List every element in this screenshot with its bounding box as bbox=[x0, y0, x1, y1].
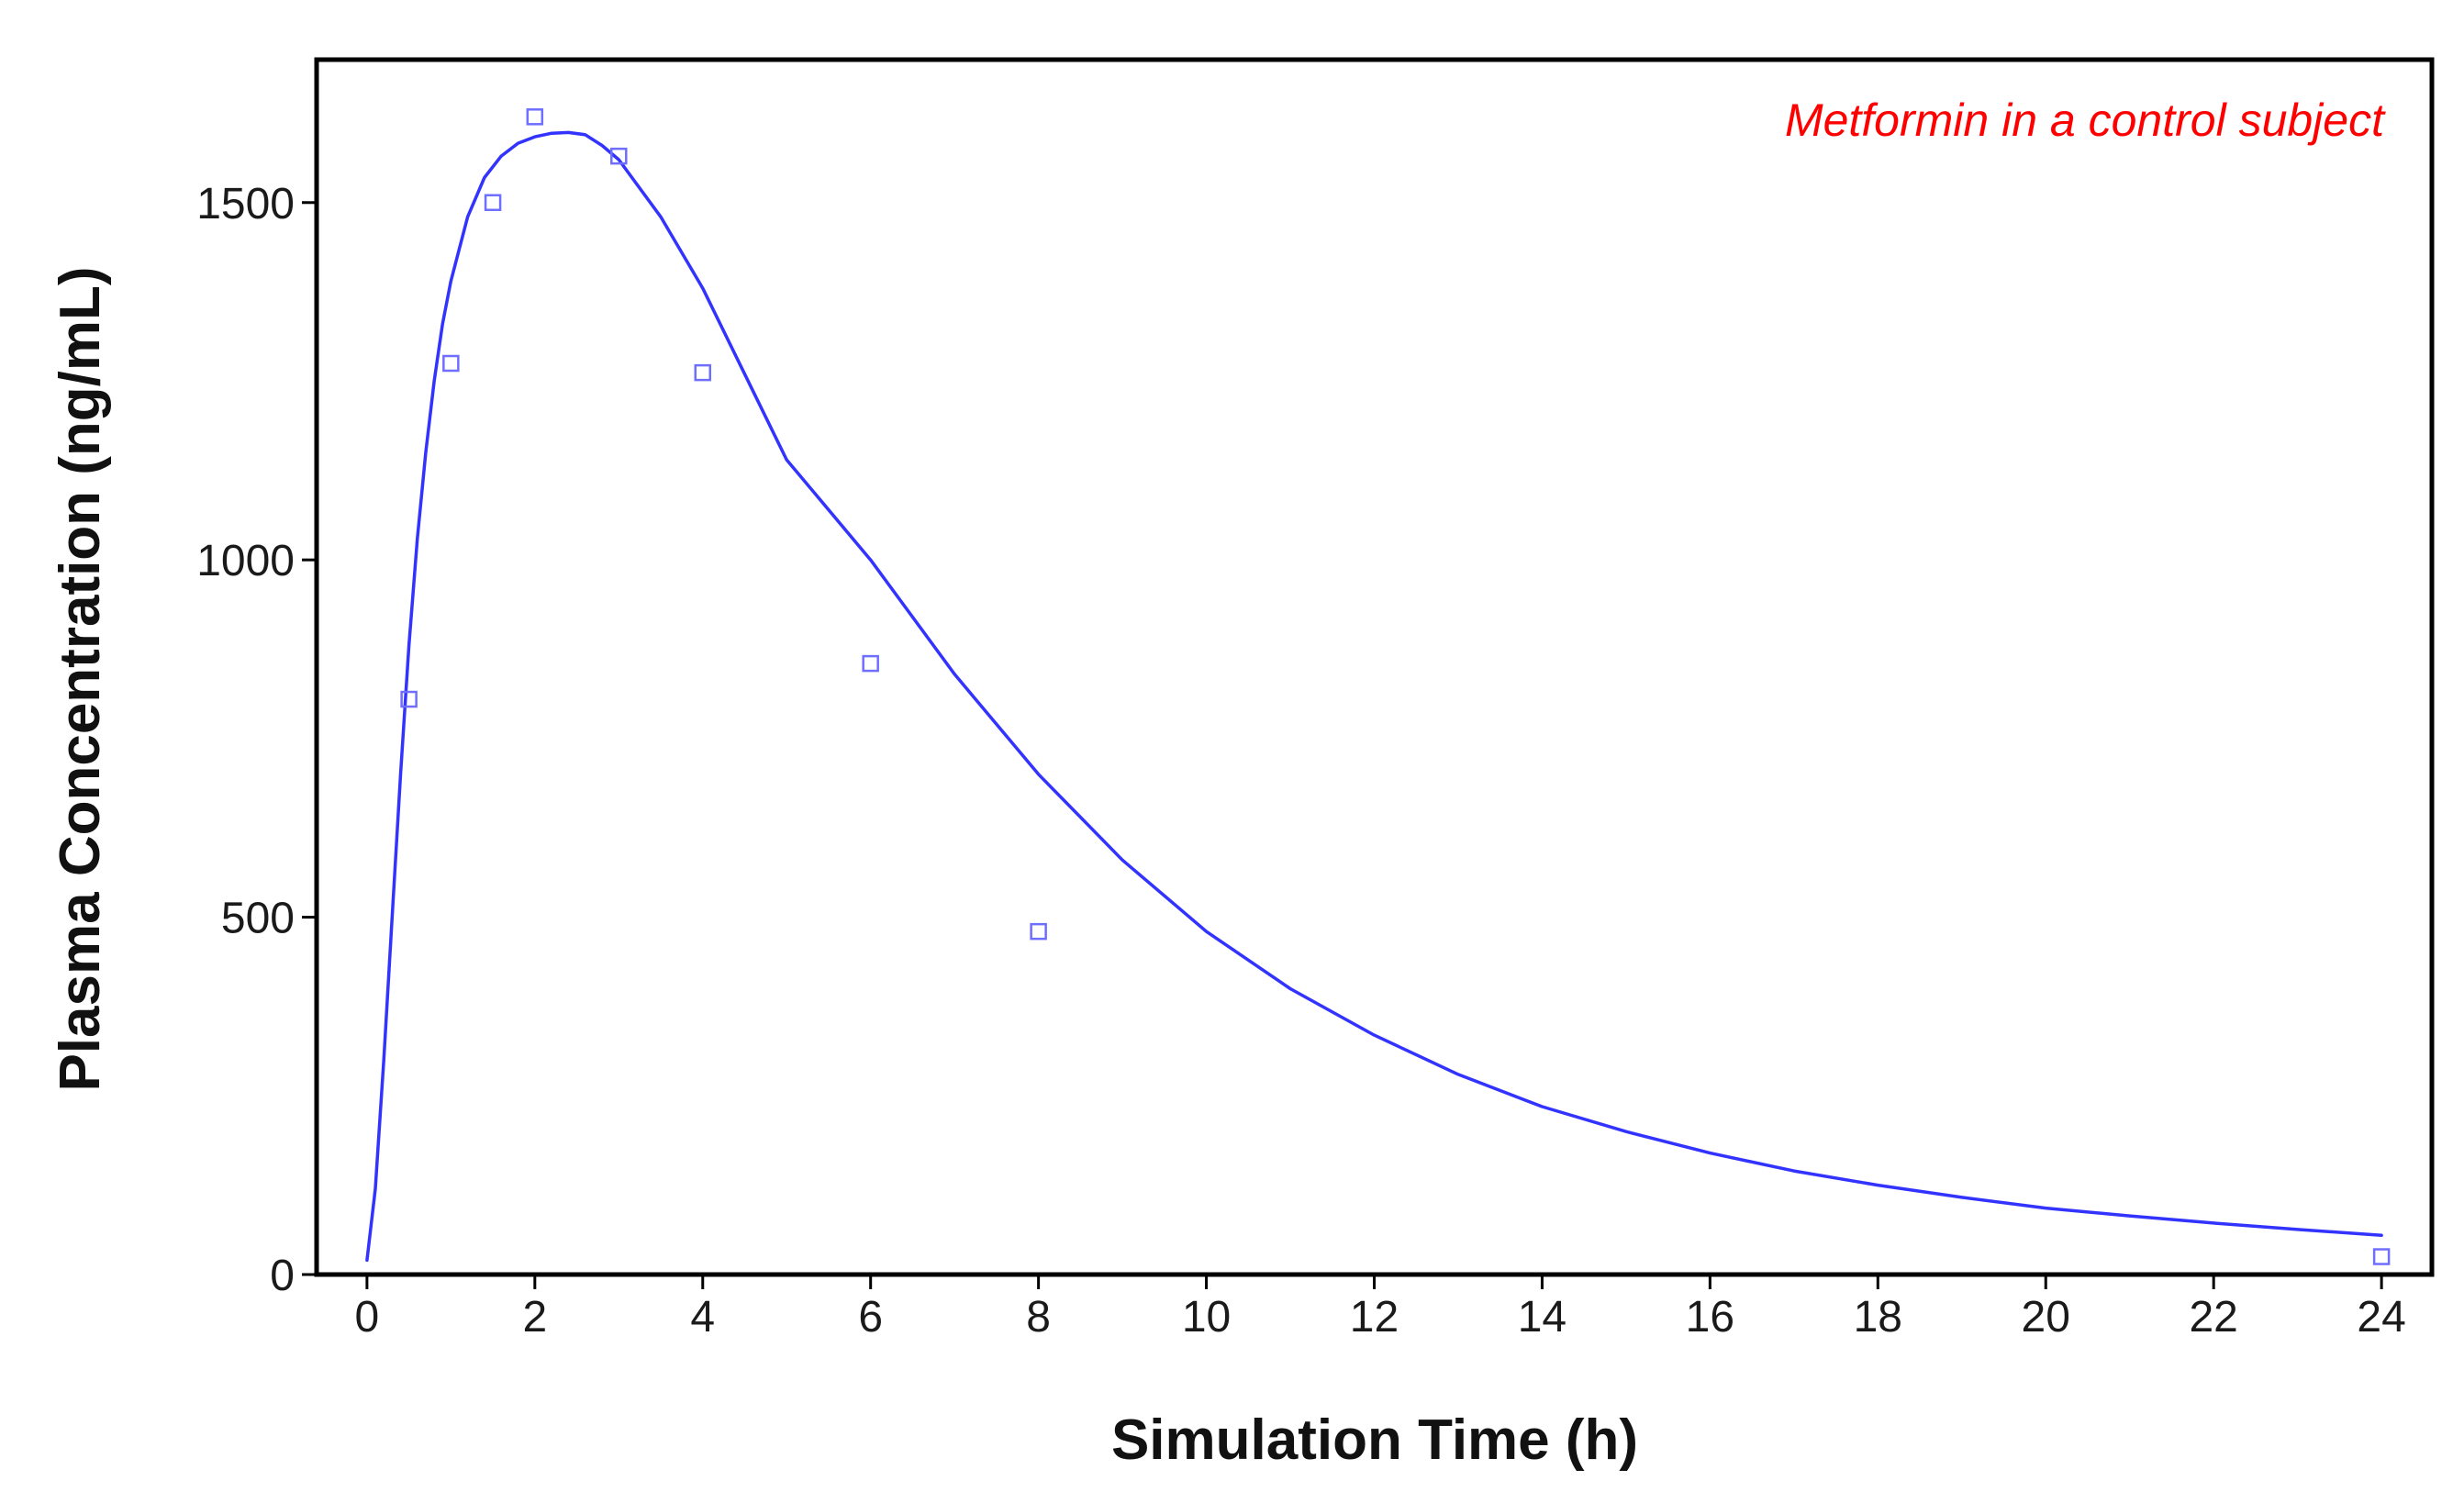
x-tick-label: 4 bbox=[690, 1293, 715, 1342]
axis-ticks bbox=[302, 201, 2383, 1289]
x-tick-label: 24 bbox=[2357, 1293, 2405, 1342]
x-tick-label: 10 bbox=[1182, 1293, 1231, 1342]
observed-point bbox=[862, 654, 879, 673]
x-tick-label: 20 bbox=[2022, 1293, 2070, 1342]
observed-point bbox=[694, 363, 712, 382]
x-axis-title: Simulation Time (h) bbox=[1111, 1408, 1638, 1472]
chart-annotation: Metformin in a control subject bbox=[1785, 95, 2386, 146]
x-tick-label: 12 bbox=[1350, 1293, 1399, 1342]
x-tick-label: 8 bbox=[1026, 1293, 1051, 1342]
x-tick-label: 14 bbox=[1518, 1293, 1566, 1342]
x-tick-label: 2 bbox=[522, 1293, 547, 1342]
observed-point bbox=[2372, 1248, 2391, 1265]
observed-point bbox=[1030, 922, 1047, 941]
y-tick-label: 1500 bbox=[196, 180, 295, 228]
x-tick-label: 6 bbox=[858, 1293, 883, 1342]
series-layer bbox=[365, 108, 2391, 1265]
plot-frame bbox=[314, 57, 2435, 1277]
y-axis-title: Plasma Concentration (ng/mL) bbox=[49, 266, 112, 1091]
x-tick-label: 22 bbox=[2189, 1293, 2237, 1342]
observed-point bbox=[484, 194, 502, 212]
observed-point bbox=[526, 108, 544, 126]
y-tick-label: 1000 bbox=[196, 537, 295, 585]
x-tick-label: 18 bbox=[1854, 1293, 1902, 1342]
simulated-curve bbox=[365, 130, 2383, 1263]
x-tick-label: 0 bbox=[355, 1293, 380, 1342]
x-tick-label: 16 bbox=[1686, 1293, 1734, 1342]
observed-point bbox=[400, 690, 418, 708]
y-tick-label: 0 bbox=[270, 1252, 295, 1300]
observed-point bbox=[610, 147, 628, 165]
y-tick-label: 500 bbox=[221, 895, 295, 943]
observed-point bbox=[442, 354, 460, 373]
